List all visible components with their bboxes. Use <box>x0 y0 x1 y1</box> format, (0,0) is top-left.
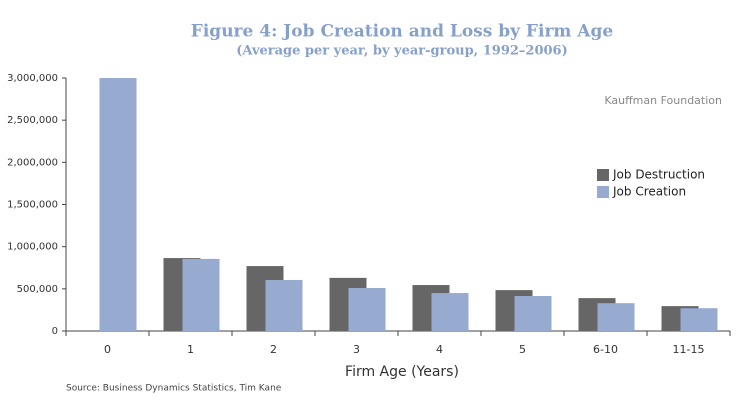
bar <box>348 287 386 331</box>
legend-swatch <box>597 169 609 181</box>
bar <box>514 296 552 331</box>
x-tick-label: 3 <box>353 343 360 356</box>
bar <box>680 308 718 331</box>
x-tick-label: 5 <box>519 343 526 356</box>
y-tick-label: 2,000,000 <box>7 157 58 168</box>
y-tick-label: 500,000 <box>17 284 58 295</box>
x-tick-label: 4 <box>436 343 443 356</box>
bar <box>265 279 303 331</box>
x-tick-label: 11-15 <box>673 343 705 356</box>
annotation: Kauffman Foundation <box>604 94 722 107</box>
legend-label: Job Destruction <box>612 168 705 182</box>
source: Source: Business Dynamics Statistics, Ti… <box>66 384 282 394</box>
y-tick-label: 2,500,000 <box>7 115 58 126</box>
y-tick-label: 0 <box>52 326 58 337</box>
x-tick-label: 6-10 <box>593 343 618 356</box>
y-tick-label: 1,500,000 <box>7 200 58 211</box>
x-tick-label: 2 <box>270 343 277 356</box>
chart-subtitle: (Average per year, by year-group, 1992–2… <box>236 44 568 59</box>
bar <box>431 293 469 331</box>
bar <box>182 258 220 331</box>
x-axis-label: Firm Age (Years) <box>345 364 459 380</box>
y-tick-label: 1,000,000 <box>7 242 58 253</box>
x-tick-label: 0 <box>104 343 111 356</box>
bar <box>99 78 137 331</box>
x-tick-label: 1 <box>187 343 194 356</box>
y-tick-label: 3,000,000 <box>7 73 58 84</box>
bar <box>597 303 635 331</box>
legend-swatch <box>597 186 609 198</box>
chart-title: Figure 4: Job Creation and Loss by Firm … <box>191 22 614 42</box>
legend-label: Job Creation <box>612 185 686 199</box>
